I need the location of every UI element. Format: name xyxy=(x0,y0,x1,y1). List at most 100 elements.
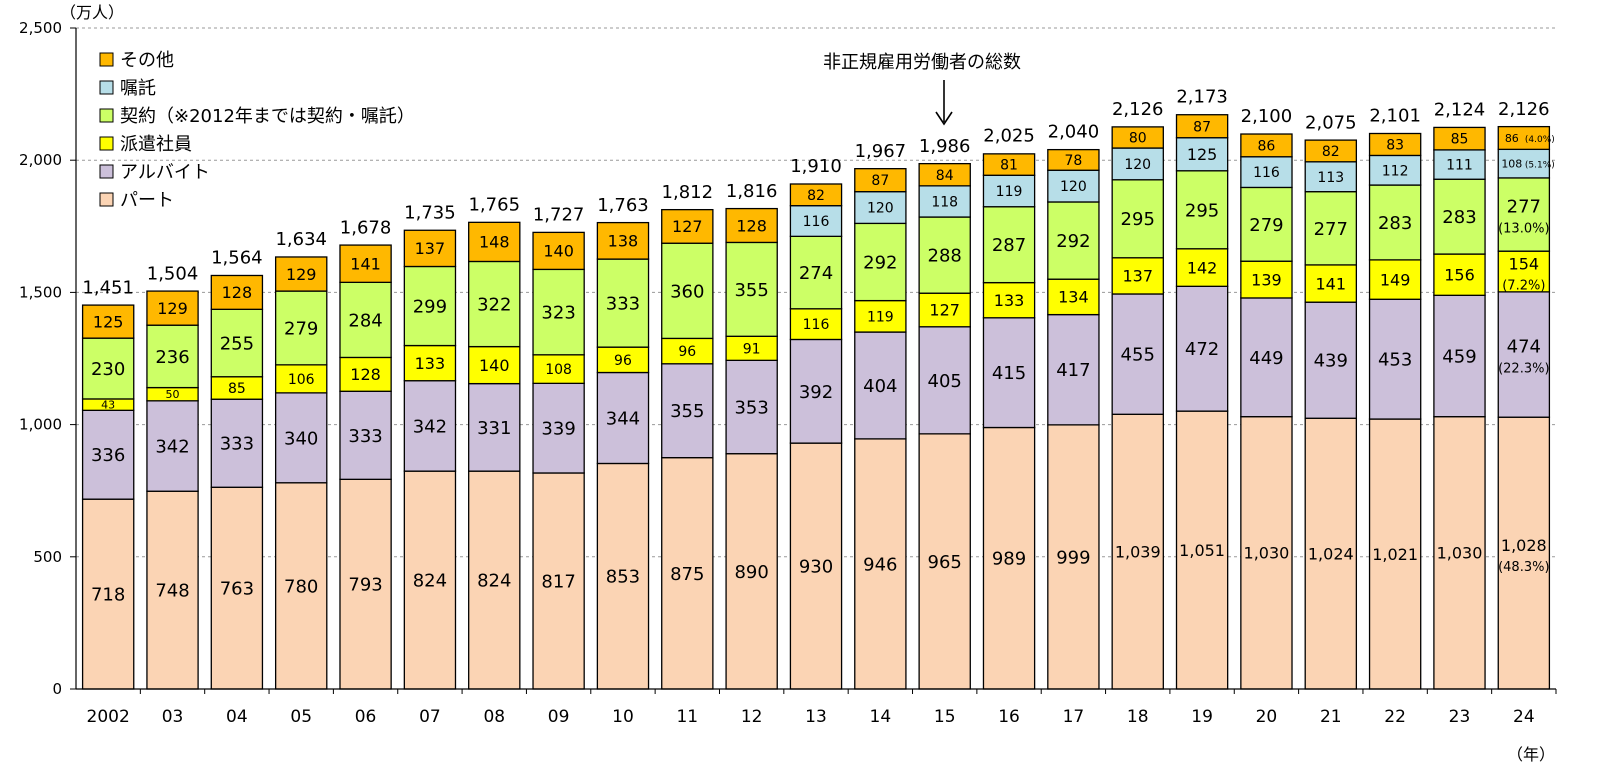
legend-swatch xyxy=(99,52,114,67)
bar-stack: 1,039 455 137 295 120 80 xyxy=(1111,126,1164,690)
bar-segment xyxy=(1497,125,1551,151)
bar-stack: 793 333 128 284 141 xyxy=(339,244,392,690)
bar-total-label: 1,986 xyxy=(919,136,971,157)
segment-value-label: 137 xyxy=(415,239,446,258)
segment-value-label: 853 xyxy=(606,567,640,588)
segment-share-label: (4.0%) xyxy=(1525,135,1555,145)
bar-total-label: 1,678 xyxy=(340,217,392,238)
segment-value-label: 999 xyxy=(1056,547,1090,568)
y-tick-label: 0 xyxy=(52,680,62,698)
bar-total-label: 2,124 xyxy=(1434,99,1486,120)
segment-value-label: 342 xyxy=(155,436,189,457)
segment-value-label: 718 xyxy=(91,585,125,606)
bar-segment xyxy=(918,292,971,328)
bar-segment xyxy=(596,258,650,348)
bar-total-label: 2,040 xyxy=(1048,122,1100,143)
segment-value-label: 965 xyxy=(928,552,962,573)
bar-segment xyxy=(1240,156,1293,189)
y-unit-label: （万人） xyxy=(60,3,124,22)
segment-value-label: 84 xyxy=(936,168,954,184)
bar-stack: 999 417 134 292 120 78 xyxy=(1047,148,1100,690)
segment-value-label: 127 xyxy=(672,217,703,236)
x-tick-label: 15 xyxy=(934,707,956,727)
segment-value-label: 989 xyxy=(992,549,1026,570)
x-tick-label: 20 xyxy=(1256,707,1278,727)
segment-value-label: 118 xyxy=(931,194,958,210)
segment-value-label: 283 xyxy=(1442,207,1476,228)
segment-value-label: 116 xyxy=(1253,165,1280,181)
segment-value-label: 128 xyxy=(222,283,253,302)
segment-value-label: 134 xyxy=(1058,288,1089,307)
segment-value-label: 1,051 xyxy=(1179,541,1225,560)
segment-value-label: 125 xyxy=(1187,145,1218,164)
x-tick-label: 03 xyxy=(162,707,184,727)
bar-stack: 875 355 96 360 127 xyxy=(661,208,714,690)
segment-value-label: 336 xyxy=(91,445,125,466)
bar-segment xyxy=(210,308,264,378)
segment-value-label: 1,030 xyxy=(1244,544,1290,563)
bar-segment xyxy=(274,482,328,690)
segment-share-label: (7.2%) xyxy=(1502,279,1545,294)
segment-value-label: 946 xyxy=(863,554,897,575)
segment-value-label: 138 xyxy=(608,232,639,251)
bar-segment xyxy=(982,317,1036,429)
x-tick-label: 16 xyxy=(998,707,1020,727)
bar-total-label: 1,564 xyxy=(211,247,263,268)
bar-segment xyxy=(403,229,457,268)
bar-total-label: 1,967 xyxy=(855,141,907,162)
segment-value-label: 128 xyxy=(350,365,381,384)
bar-segment xyxy=(1240,297,1293,418)
bar-stack: 824 331 140 322 148 xyxy=(468,221,521,690)
segment-value-label: 340 xyxy=(284,428,318,449)
y-axis-ticks: 0 500 1,000 1,500 2,000 2,500 xyxy=(19,19,76,698)
segment-value-label: 133 xyxy=(415,354,446,373)
bar-segment xyxy=(81,498,135,690)
segment-value-label: 333 xyxy=(606,294,640,315)
bar-total-label: 1,816 xyxy=(726,181,778,202)
bar-segment xyxy=(789,183,843,207)
bar-total-label: 1,812 xyxy=(662,182,714,203)
bar-segment xyxy=(1175,285,1229,412)
bar-segment xyxy=(789,442,843,690)
segment-value-label: 333 xyxy=(348,426,382,447)
bar-segment xyxy=(403,470,457,690)
segment-value-label: 1,021 xyxy=(1372,545,1418,564)
bar-segment xyxy=(1368,298,1422,420)
bar-segment xyxy=(339,244,392,284)
bar-total-label: 1,765 xyxy=(468,194,520,215)
segment-value-label: 449 xyxy=(1249,348,1283,369)
bar-stack: 748 342 50 236 129 xyxy=(146,290,199,690)
segment-value-label: 287 xyxy=(992,235,1026,256)
segment-value-label: 116 xyxy=(803,317,830,333)
bar-segment xyxy=(1240,186,1293,262)
segment-value-label: 360 xyxy=(670,281,704,302)
segment-value-label: 323 xyxy=(541,303,575,324)
segment-value-label: 80 xyxy=(1129,131,1147,147)
segment-value-label: 875 xyxy=(670,564,704,585)
x-tick-label: 23 xyxy=(1449,707,1471,727)
segment-value-label: 50 xyxy=(166,388,180,401)
segment-value-label: 133 xyxy=(994,291,1025,310)
segment-value-label: 140 xyxy=(479,356,510,375)
bar-segment xyxy=(1433,126,1486,151)
segment-value-label: 125 xyxy=(93,312,124,331)
x-tick-label: 09 xyxy=(548,707,570,727)
bar-segment xyxy=(339,356,392,392)
x-tick-label: 12 xyxy=(741,707,763,727)
bar-segment xyxy=(146,290,199,326)
segment-value-label: 279 xyxy=(284,318,318,339)
segment-value-label: 141 xyxy=(350,254,381,273)
bar-segment xyxy=(1304,301,1358,419)
segment-value-label: 148 xyxy=(479,233,510,252)
legend-label: パート xyxy=(120,190,174,211)
segment-value-label: 793 xyxy=(348,575,382,596)
segment-value-label: 255 xyxy=(220,334,254,355)
bar-stack: 1,030 459 156 283 111 85 xyxy=(1433,126,1486,690)
bar-segment xyxy=(1047,148,1100,171)
segment-value-label: 299 xyxy=(413,296,447,317)
segment-value-label: 142 xyxy=(1187,258,1218,277)
segment-value-label: 1,028 xyxy=(1501,536,1547,555)
bar-segment xyxy=(1175,137,1229,172)
bar-segment xyxy=(596,221,650,260)
segment-value-label: 82 xyxy=(807,188,825,204)
